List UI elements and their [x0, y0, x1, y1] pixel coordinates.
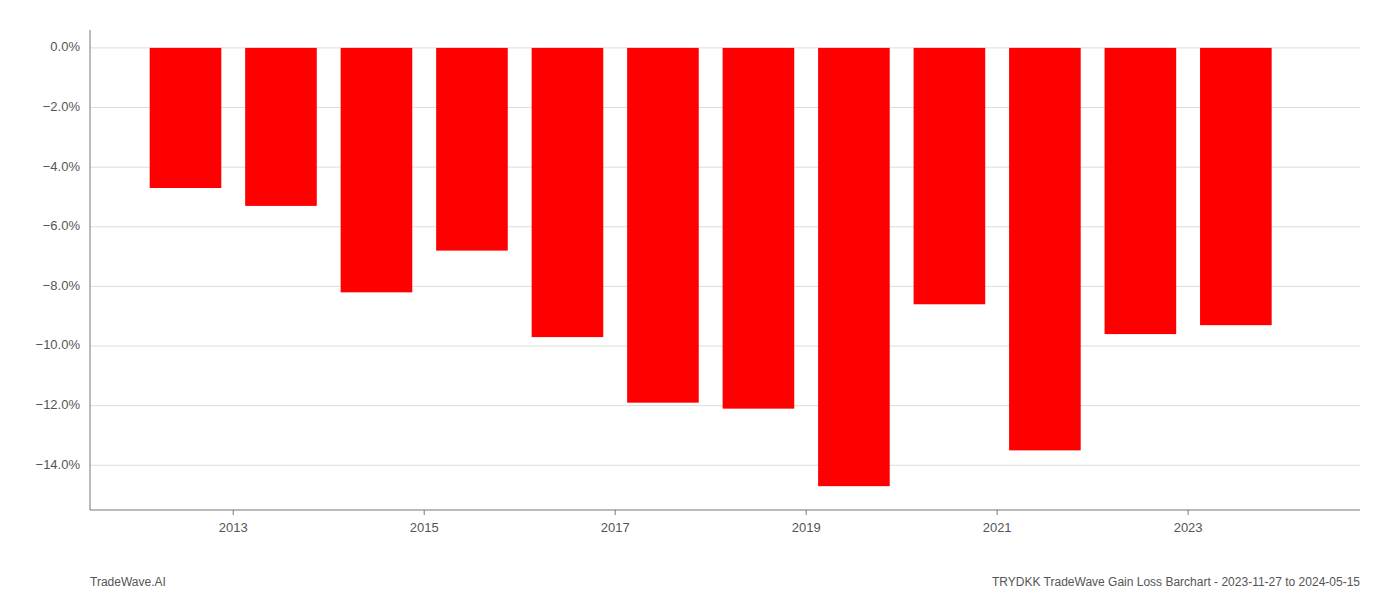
footer-right: TRYDKK TradeWave Gain Loss Barchart - 20…: [992, 575, 1360, 589]
x-tick: [233, 510, 234, 515]
y-grid: [90, 48, 1360, 465]
y-tick-label: −12.0%: [36, 397, 81, 412]
y-axis-line: [90, 30, 91, 510]
y-tick-label: −4.0%: [43, 159, 81, 174]
x-axis-line: [90, 510, 1360, 511]
y-tick-label: −8.0%: [43, 278, 81, 293]
x-tick: [615, 510, 616, 515]
x-tick-label: 2021: [983, 520, 1012, 535]
bar: [245, 48, 317, 206]
bar: [341, 48, 413, 292]
chart-container: 0.0% −2.0% −4.0% −6.0% −8.0% −10.0% −12.0% −14.…: [0, 0, 1400, 600]
x-ticks: 2013 2015 2017 2019 2021 2023: [219, 510, 1203, 535]
bar: [723, 48, 795, 409]
bar: [436, 48, 508, 251]
bar: [532, 48, 604, 337]
y-tick-label: −10.0%: [36, 337, 81, 352]
bar: [150, 48, 222, 188]
y-tick-labels: 0.0% −2.0% −4.0% −6.0% −8.0% −10.0% −12.0% −14.…: [36, 39, 81, 471]
y-tick-label: −14.0%: [36, 457, 81, 472]
bar: [818, 48, 890, 486]
bar: [1009, 48, 1081, 450]
grid-line: [90, 465, 1360, 466]
y-tick-label: −6.0%: [43, 218, 81, 233]
bar: [914, 48, 986, 304]
x-tick: [424, 510, 425, 515]
x-tick-label: 2013: [219, 520, 248, 535]
x-tick: [997, 510, 998, 515]
x-tick: [806, 510, 807, 515]
x-tick-label: 2019: [792, 520, 821, 535]
y-tick-label: 0.0%: [50, 39, 80, 54]
x-tick-label: 2015: [410, 520, 439, 535]
x-tick-label: 2023: [1174, 520, 1203, 535]
x-tick: [1188, 510, 1189, 515]
bar: [1105, 48, 1177, 334]
chart-svg: 0.0% −2.0% −4.0% −6.0% −8.0% −10.0% −12.0% −14.…: [0, 0, 1400, 600]
bar: [627, 48, 699, 403]
footer-left: TradeWave.AI: [90, 575, 166, 589]
bars: [150, 48, 1272, 486]
y-tick-label: −2.0%: [43, 99, 81, 114]
x-tick-label: 2017: [601, 520, 630, 535]
bar: [1200, 48, 1272, 325]
